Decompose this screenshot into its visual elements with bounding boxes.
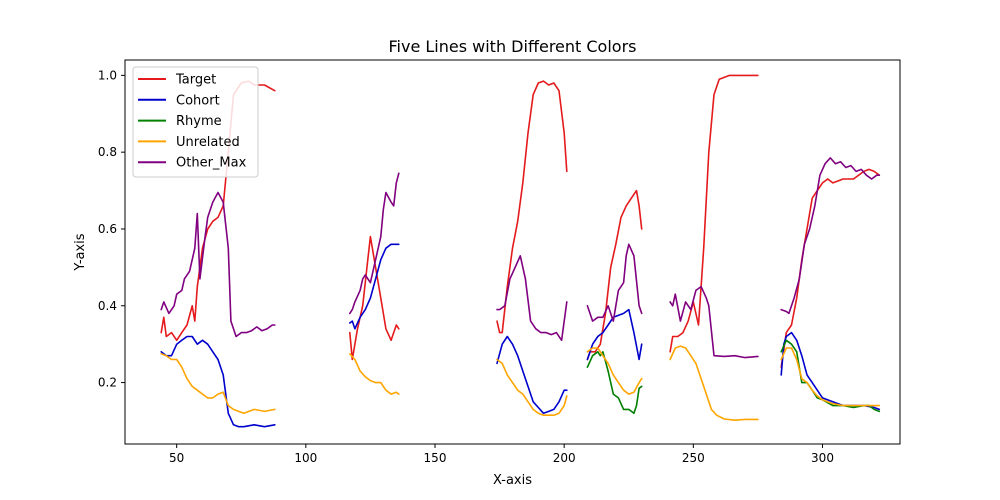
series-layer [160, 74, 881, 428]
x-tick-label: 150 [424, 451, 447, 465]
x-axis-label: X-axis [493, 473, 532, 488]
series-line-cohort-segment-1 [160, 335, 276, 428]
y-tick-label: 0.8 [98, 145, 117, 159]
series-line-other-max-segment-2 [349, 172, 400, 315]
x-tick-label: 250 [682, 451, 705, 465]
series-line-other-max-segment-6 [780, 157, 881, 315]
series-line-rhyme-segment-1 [586, 351, 643, 415]
series-line-target-segment-4 [586, 189, 643, 361]
series-target [160, 74, 881, 368]
series-line-unrelated-segment-1 [160, 353, 276, 415]
series-line-other-max-segment-1 [160, 191, 276, 338]
series-line-other-max-segment-3 [496, 255, 568, 342]
series-other-max [160, 157, 881, 359]
legend-item-cohort: Cohort [138, 93, 220, 108]
series-cohort [160, 243, 881, 428]
legend-item-other-max: Other_Max [138, 156, 247, 171]
series-line-unrelated-segment-5 [669, 345, 759, 421]
legend-label: Rhyme [176, 114, 222, 129]
x-tick-label: 200 [553, 451, 576, 465]
legend-item-target: Target [138, 73, 216, 88]
y-tick-label: 1.0 [98, 68, 117, 82]
series-line-cohort-segment-4 [586, 308, 643, 361]
series-line-cohort-segment-3 [496, 335, 568, 415]
y-axis-label: Y-axis [73, 233, 88, 271]
legend: Target Cohort Rhyme Unrelated Other_Max [132, 66, 259, 178]
series-line-other-max-segment-4 [586, 243, 643, 322]
y-tick-label: 0.2 [98, 376, 117, 390]
plot-frame [124, 59, 901, 445]
series-line-target-segment-2 [349, 235, 400, 361]
series-line-target-segment-6 [780, 168, 881, 368]
legend-box [132, 66, 259, 178]
series-unrelated [160, 345, 881, 421]
x-tick-label: 100 [294, 451, 317, 465]
y-axis-ticks: 0.2 0.4 0.6 0.8 1.0 [98, 68, 125, 390]
legend-label: Cohort [176, 93, 220, 108]
series-line-target-segment-3 [496, 80, 568, 334]
x-tick-label: 300 [811, 451, 834, 465]
series-line-unrelated-segment-4 [586, 347, 643, 395]
legend-label: Target [175, 73, 216, 88]
series-line-unrelated-segment-6 [780, 347, 881, 407]
x-tick-label: 50 [169, 451, 184, 465]
y-tick-label: 0.6 [98, 222, 117, 236]
series-line-cohort-segment-5 [780, 331, 881, 411]
series-line-cohort-segment-2 [349, 243, 400, 330]
series-line-unrelated-segment-3 [496, 358, 568, 416]
legend-label: Unrelated [176, 135, 240, 150]
legend-item-unrelated: Unrelated [138, 135, 240, 150]
series-line-unrelated-segment-2 [349, 353, 400, 395]
series-line-other-max-segment-5 [669, 285, 759, 359]
legend-item-rhyme: Rhyme [138, 114, 222, 129]
chart-title: Five Lines with Different Colors [389, 37, 637, 56]
x-axis-ticks: 50 100 150 200 250 300 [169, 444, 834, 465]
legend-label: Other_Max [176, 156, 247, 171]
y-tick-label: 0.4 [98, 299, 117, 313]
